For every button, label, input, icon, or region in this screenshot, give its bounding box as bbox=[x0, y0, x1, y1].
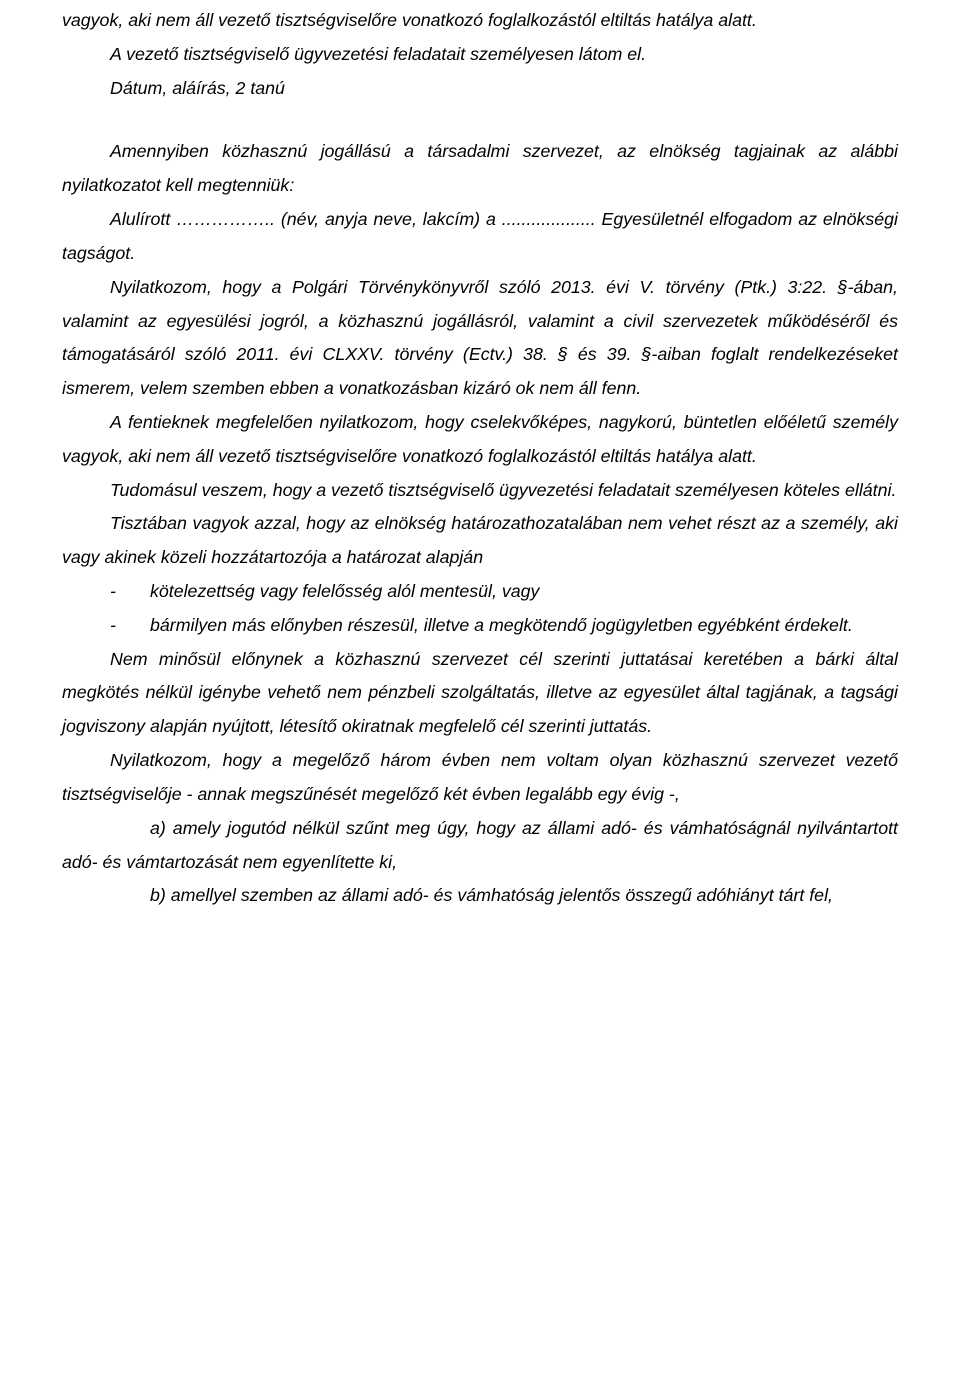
paragraph-declaration-2: Nyilatkozom, hogy a Polgári Törvénykönyv… bbox=[62, 271, 898, 406]
paragraph: A vezető tisztségviselő ügyvezetési fela… bbox=[62, 38, 898, 72]
paragraph-intro: Amennyiben közhasznú jogállású a társada… bbox=[62, 135, 898, 203]
paragraph-declaration-3: A fentieknek megfelelően nyilatkozom, ho… bbox=[62, 406, 898, 474]
list-item-1: - kötelezettség vagy felelősség alól men… bbox=[62, 575, 898, 609]
paragraph-date-signature: Dátum, aláírás, 2 tanú bbox=[62, 72, 898, 106]
list-item-2: - bármilyen más előnyben részesül, illet… bbox=[62, 609, 898, 643]
spacer bbox=[62, 105, 898, 135]
letter-item-a: a) amely jogutód nélkül szűnt meg úgy, h… bbox=[62, 812, 898, 880]
letter-item-b: b) amellyel szemben az állami adó- és vá… bbox=[62, 879, 898, 913]
paragraph-declaration-1: Alulírott …………….. (név, anyja neve, lakc… bbox=[62, 203, 898, 271]
paragraph-note: Nem minősül előnynek a közhasznú szervez… bbox=[62, 643, 898, 744]
list-item-text: bármilyen más előnyben részesül, illetve… bbox=[150, 609, 898, 643]
paragraph-declaration-4: Tudomásul veszem, hogy a vezető tisztség… bbox=[62, 474, 898, 508]
paragraph-declaration-5: Tisztában vagyok azzal, hogy az elnökség… bbox=[62, 507, 898, 575]
dash-bullet: - bbox=[62, 575, 150, 609]
paragraph-declaration-6: Nyilatkozom, hogy a megelőző három évben… bbox=[62, 744, 898, 812]
paragraph-continuation: vagyok, aki nem áll vezető tisztségvisel… bbox=[62, 4, 898, 38]
list-item-text: kötelezettség vagy felelősség alól mente… bbox=[150, 575, 898, 609]
dash-bullet: - bbox=[62, 609, 150, 643]
